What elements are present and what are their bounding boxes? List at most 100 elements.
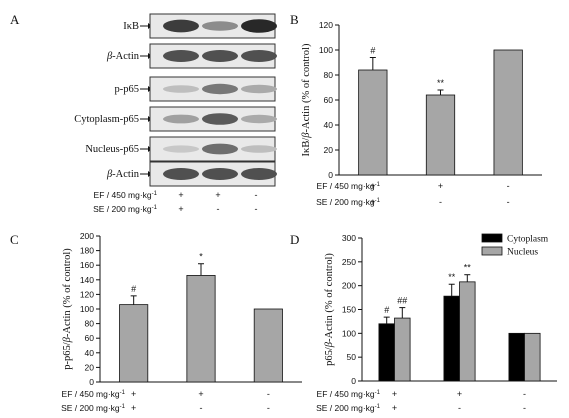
panel-b-bar-3: [493, 49, 523, 176]
panel-d-sign-ef-3: -: [523, 389, 526, 399]
panel-c-panel-letter: C: [10, 232, 19, 247]
panel-c-sign-se-1: +: [131, 403, 136, 413]
panel-b-y-tick-label-4: 80: [324, 70, 334, 80]
panel-d-legend-label-2: Nucleus: [507, 248, 538, 258]
panel-b-y-tick-label-1: 20: [324, 145, 334, 155]
y-label-part: -Actin (% of control): [324, 253, 335, 342]
panel-d-sign-ef-2: +: [457, 389, 462, 399]
panel-c-treatment-label-se: SE / 200 mg·kg-1: [61, 403, 126, 413]
panel-d-treatment-label-ef: EF / 450 mg·kg-1: [317, 389, 381, 399]
panel-letter-a: A: [10, 12, 20, 27]
panel-b-y-tick-label-0: 0: [328, 170, 333, 180]
panel-d-panel-letter: D: [290, 232, 299, 247]
unit-superscript: -1: [375, 404, 381, 410]
panel-c-sign-se-2: -: [200, 403, 203, 413]
panel-d-sign-se-3: -: [523, 403, 526, 413]
blot-label-text: -Actin: [112, 51, 140, 62]
panel-d-significance-1-1: #: [384, 305, 389, 315]
panel-d-significance-1-2: **: [448, 272, 456, 282]
panel-d-significance-2-1: ##: [397, 296, 407, 306]
unit-superscript: -1: [375, 182, 381, 188]
blot-band-6-3: [241, 168, 277, 180]
panel-c-sign-se-3: -: [267, 403, 270, 413]
panel-d-bar-1-3: [508, 332, 525, 382]
panel-d-y-tick-label-4: 200: [342, 281, 356, 291]
blot-label-text: Nucleus-p65: [85, 144, 139, 155]
blot-band-3-2: [202, 83, 238, 95]
y-label-part: p-p65/: [62, 342, 73, 369]
panel-d-y-tick-label-0: 0: [351, 376, 356, 386]
blot-band-6-1: [163, 168, 199, 180]
panel-a-sign-ef-3: -: [255, 190, 258, 200]
panel-d-y-tick-label-5: 250: [342, 257, 356, 267]
blot-band-5-3: [241, 145, 277, 153]
panel-d-y-tick-label-3: 150: [342, 305, 356, 315]
panel-b-bar-2: [425, 94, 456, 176]
panel-b-significance-1-2: **: [437, 78, 445, 88]
panel-d-bar-1-1: [378, 323, 395, 382]
blot-band-5-1: [163, 145, 199, 153]
y-label-part: p65/: [324, 347, 335, 366]
blot-band-1-3: [241, 19, 277, 33]
y-label-part: -Actin (% of control): [301, 43, 312, 132]
blot-band-2-3: [241, 50, 277, 62]
panel-d-y-tick-label-6: 300: [342, 233, 356, 243]
unit-superscript: -1: [375, 390, 381, 396]
greek-beta: β: [324, 341, 335, 348]
panel-b-y-tick-label-6: 120: [319, 20, 333, 30]
greek-beta: β: [106, 169, 113, 180]
panel-b-sign-ef-2: +: [438, 181, 443, 191]
y-label-part: -Actin (% of control): [62, 248, 73, 337]
blot-label-5: Nucleus-p65: [85, 144, 139, 155]
panel-d-legend-label-1: Cytoplasm: [507, 235, 549, 245]
blot-label-1: IκB: [123, 21, 139, 32]
panel-a-sign-se-2: -: [217, 204, 220, 214]
panel-d-significance-2-2: **: [464, 263, 472, 273]
panel-b-sign-se-2: -: [439, 197, 442, 207]
panel-d-bar-2-2: [459, 281, 476, 382]
blot-band-1-2: [202, 21, 238, 31]
panel-c-significance-1-1: #: [131, 284, 136, 294]
panel-b-y-tick-label-3: 60: [324, 95, 334, 105]
panel-a-sign-se-1: +: [178, 204, 183, 214]
blot-label-text: -Actin: [112, 169, 140, 180]
panel-c-y-tick-label-6: 120: [80, 289, 94, 299]
blot-label-6: β-Actin: [106, 169, 140, 180]
panel-c-y-tick-label-1: 20: [85, 362, 95, 372]
panel-a-sign-ef-2: +: [215, 190, 220, 200]
panel-c-y-tick-label-9: 180: [80, 246, 94, 256]
blot-label-4: Cytoplasm-p65: [74, 114, 139, 125]
unit-superscript: -1: [375, 198, 381, 204]
panel-b-panel-letter: B: [290, 12, 299, 27]
panel-c-bar-3: [253, 308, 283, 383]
panel-c-significance-1-2: *: [199, 252, 203, 262]
blot-band-6-2: [202, 168, 238, 180]
blot-label-3: p-p65: [115, 84, 140, 95]
panel-d-bar-2-3: [524, 332, 541, 382]
panel-c-sign-ef-3: -: [267, 389, 270, 399]
greek-beta: β: [301, 132, 312, 139]
panel-c-sign-ef-1: +: [131, 389, 136, 399]
panel-d-sign-se-2: -: [458, 403, 461, 413]
panel-d-bar-1-2: [443, 295, 460, 382]
greek-beta: β: [62, 336, 73, 343]
panel-d-sign-se-1: +: [392, 403, 397, 413]
blot-band-5-2: [202, 143, 238, 155]
panel-b-sign-se-1: +: [370, 197, 375, 207]
unit-superscript: -1: [120, 390, 126, 396]
unit-superscript: -1: [120, 404, 126, 410]
blot-label-2: β-Actin: [106, 51, 140, 62]
greek-beta: β: [106, 51, 113, 62]
panel-c-y-tick-label-5: 100: [80, 304, 94, 314]
y-label-part: IκB/: [301, 138, 312, 157]
panel-c-y-tick-label-10: 200: [80, 231, 94, 241]
panel-d-legend-swatch-1: [481, 233, 503, 243]
blot-band-2-1: [163, 50, 199, 62]
panel-c-y-axis-label: p-p65/β-Actin (% of control): [62, 248, 73, 370]
panel-d-y-tick-label-2: 100: [342, 328, 356, 338]
panel-a-sign-ef-1: +: [178, 190, 183, 200]
panel-c-y-tick-label-7: 140: [80, 275, 94, 285]
blot-band-4-2: [202, 113, 238, 125]
panel-a-treatment-label-se: SE / 200 mg·kg-1: [93, 204, 158, 214]
